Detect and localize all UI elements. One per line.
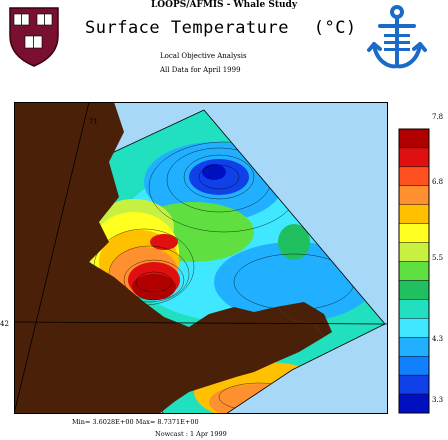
map-title-text: Surface Temperature (85, 18, 289, 38)
graticule (14, 102, 388, 414)
project-title: LOOPS/AFMIS - Whale Study (150, 0, 298, 10)
subtitle-analysis: Local Objective Analysis (160, 52, 247, 60)
min-max-readout: Min= 3.6028E+00 Max= 8.7371E+00 (72, 418, 199, 426)
colorbar (398, 128, 430, 414)
land-mass (14, 102, 324, 414)
temperature-map (14, 102, 388, 414)
colorbar-swatch (398, 261, 430, 281)
colorbar-swatch (398, 374, 430, 395)
colorbar-swatch (398, 128, 430, 149)
map-title: Surface Temperature (°C) (85, 18, 357, 38)
colorbar-swatch (398, 204, 430, 224)
colorbar-swatch (398, 147, 430, 168)
nowcast-date: Nowcast : 1 Apr 1999 (155, 430, 227, 438)
cape-cod (276, 302, 332, 337)
colorbar-tick-label: 5.5 (432, 254, 444, 262)
colorbar-tick-label: 7.8 (432, 113, 444, 121)
colorbar-swatch (398, 223, 430, 243)
colorbar-swatch (398, 185, 430, 205)
anchor-logo (367, 5, 427, 69)
colorbar-tick-label: 4.3 (432, 335, 444, 343)
colorbar-frame (398, 128, 430, 414)
colorbar-swatch (398, 280, 430, 300)
map-title-unit: (°C) (313, 18, 357, 38)
colorbar-swatch (398, 318, 430, 338)
colorbar-swatch (398, 337, 430, 357)
map-frame (14, 102, 388, 414)
colorbar-swatch (398, 242, 430, 262)
colorbar-tick-label: 3.3 (432, 396, 444, 404)
colorbar-swatch (398, 393, 430, 414)
colorbar-tick-label: 6.8 (432, 178, 444, 186)
longitude-tick-label: 71 (89, 118, 98, 126)
harvard-shield-logo (9, 7, 59, 67)
colorbar-swatch (398, 166, 430, 186)
colorbar-swatch (398, 299, 430, 319)
latitude-tick-label: 42 (0, 320, 9, 328)
subtitle-date-range: All Data for April 1999 (160, 66, 241, 74)
colorbar-swatch (398, 355, 430, 376)
